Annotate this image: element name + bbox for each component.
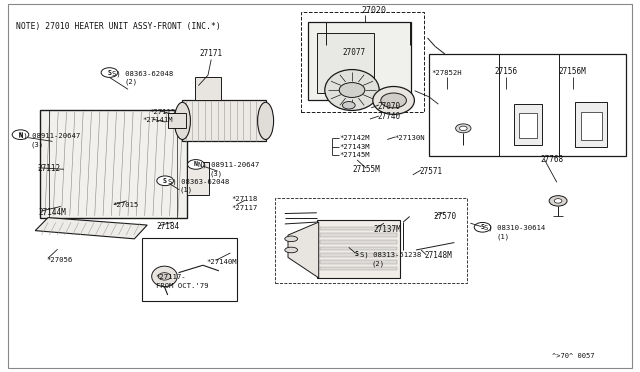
Text: *27115: *27115	[149, 109, 175, 115]
Text: *27852H: *27852H	[431, 70, 462, 76]
Text: S) 08313-51238: S) 08313-51238	[360, 251, 421, 258]
Bar	[520, 113, 538, 138]
Bar	[301, 12, 424, 112]
Text: S) 08363-62048: S) 08363-62048	[168, 178, 229, 185]
Circle shape	[339, 83, 365, 97]
Bar	[317, 220, 400, 278]
Text: S: S	[163, 178, 167, 184]
Circle shape	[12, 130, 29, 140]
Bar	[320, 240, 397, 244]
Text: 27156: 27156	[494, 67, 517, 76]
Text: S) 08363-62048: S) 08363-62048	[112, 70, 173, 77]
Text: *27142M: *27142M	[339, 135, 370, 141]
Text: (2): (2)	[371, 260, 385, 267]
Bar	[580, 112, 602, 140]
Text: *27117-: *27117-	[156, 274, 186, 280]
Ellipse shape	[285, 236, 298, 242]
Bar	[40, 110, 187, 218]
Bar	[575, 102, 607, 147]
Text: 27740: 27740	[378, 112, 401, 121]
Circle shape	[101, 68, 118, 77]
Text: N) 08911-20647: N) 08911-20647	[19, 132, 81, 139]
Circle shape	[188, 160, 204, 169]
Bar	[317, 33, 374, 93]
Bar	[320, 227, 397, 230]
Bar	[320, 233, 397, 237]
Bar	[320, 260, 397, 264]
Bar	[187, 162, 209, 195]
Circle shape	[158, 273, 171, 280]
Text: 27171: 27171	[200, 49, 223, 58]
Text: NOTE) 27010 HEATER UNIT ASSY-FRONT (INC.*): NOTE) 27010 HEATER UNIT ASSY-FRONT (INC.…	[16, 22, 221, 31]
Ellipse shape	[285, 247, 298, 253]
Bar	[168, 113, 186, 128]
Bar	[320, 253, 397, 257]
Text: S: S	[108, 70, 111, 76]
Bar	[275, 198, 467, 283]
Bar	[515, 104, 543, 145]
Text: 27148M: 27148M	[424, 251, 452, 260]
Text: 27570: 27570	[434, 212, 457, 221]
Text: (1): (1)	[496, 233, 509, 240]
Bar	[195, 77, 221, 100]
Circle shape	[157, 176, 173, 186]
Text: N) 08911-20647: N) 08911-20647	[198, 162, 260, 169]
Bar	[429, 54, 626, 156]
Text: *27015: *27015	[112, 202, 138, 208]
Text: (1): (1)	[179, 187, 193, 193]
Text: *27118: *27118	[232, 196, 258, 202]
Text: 27184: 27184	[156, 222, 179, 231]
Polygon shape	[35, 218, 147, 239]
Text: (3): (3)	[210, 170, 223, 177]
Text: *27140M: *27140M	[207, 259, 237, 265]
Ellipse shape	[152, 266, 177, 287]
Text: 27137M: 27137M	[373, 225, 401, 234]
Circle shape	[349, 249, 365, 259]
Text: N: N	[19, 132, 22, 138]
Bar	[320, 247, 397, 250]
Text: 27571: 27571	[419, 167, 442, 176]
Text: S: S	[355, 251, 359, 257]
Ellipse shape	[257, 102, 274, 140]
Text: 27077: 27077	[342, 48, 365, 57]
Text: (3): (3)	[31, 141, 44, 148]
Bar	[308, 22, 411, 100]
Circle shape	[554, 199, 562, 203]
Text: 27070: 27070	[378, 102, 401, 110]
Text: S) 08310-30614: S) 08310-30614	[484, 225, 546, 231]
Ellipse shape	[372, 87, 415, 115]
Bar	[320, 267, 397, 270]
Circle shape	[549, 196, 567, 206]
Circle shape	[474, 222, 491, 232]
Circle shape	[381, 93, 406, 108]
Text: (2): (2)	[125, 79, 138, 86]
Ellipse shape	[325, 70, 379, 110]
Text: *27056: *27056	[46, 257, 72, 263]
Polygon shape	[288, 222, 319, 278]
Text: *27145M: *27145M	[339, 153, 370, 158]
Text: *27141M: *27141M	[143, 117, 173, 123]
Text: ^>70^ 0057: ^>70^ 0057	[552, 353, 594, 359]
Bar	[182, 100, 266, 141]
Circle shape	[460, 126, 467, 131]
Text: 27156M: 27156M	[559, 67, 587, 76]
Text: 27768: 27768	[541, 155, 564, 164]
Text: S: S	[481, 224, 484, 230]
Text: *27117: *27117	[232, 205, 258, 211]
Text: 27020: 27020	[362, 6, 387, 15]
Text: N: N	[194, 161, 198, 167]
Text: 27144M: 27144M	[38, 208, 66, 217]
Text: 27112: 27112	[37, 164, 60, 173]
Text: *27143M: *27143M	[339, 144, 370, 150]
Text: 27155M: 27155M	[352, 165, 380, 174]
Ellipse shape	[174, 102, 191, 140]
Bar	[142, 238, 237, 301]
Text: FROM OCT.'79: FROM OCT.'79	[156, 283, 208, 289]
Circle shape	[342, 102, 355, 109]
Circle shape	[456, 124, 471, 133]
Text: *27130N: *27130N	[395, 135, 426, 141]
